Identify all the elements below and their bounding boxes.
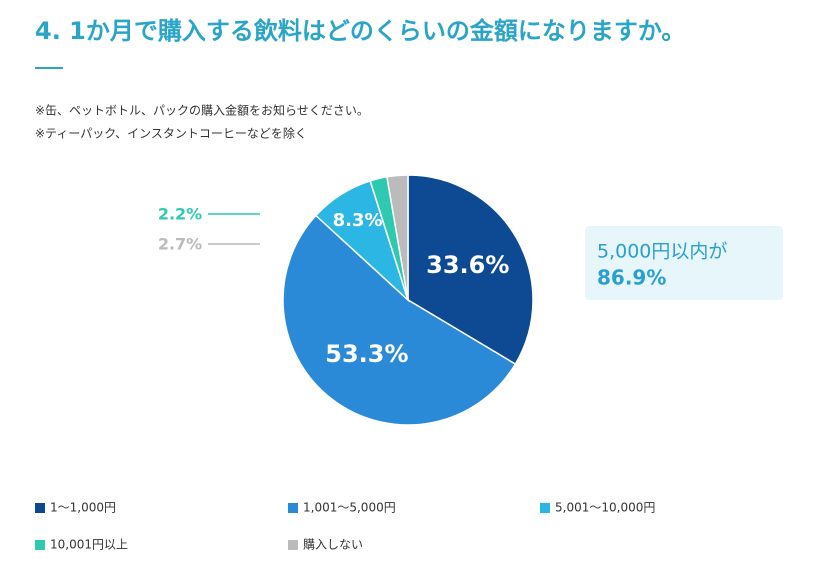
legend-label: 購入しない [303,538,363,552]
note: ※缶、ペットボトル、パックの購入金額をお知らせください。 [35,103,369,118]
legend-swatch [35,503,45,513]
legend-label: 10,001円以上 [50,538,128,552]
callout-value: 86.9% [597,266,666,290]
legend-swatch [35,540,45,550]
note: ※ティーパック、インスタントコーヒーなどを除く [35,126,307,141]
legend-swatch [540,503,550,513]
legend-swatch [288,540,298,550]
legend-label: 1～1,000円 [50,501,116,515]
pie-slice [282,214,517,426]
data-label: 33.6% [426,251,509,279]
legend-swatch [288,503,298,513]
callout-text: 5,000円以内が [597,241,727,263]
data-label: 53.3% [325,340,408,368]
data-label: 2.7% [158,235,202,254]
chart-title: 4. 1か月で購入する飲料はどのくらいの金額になりますか。 [35,17,685,45]
data-label: 8.3% [333,210,383,231]
legend-label: 5,001～10,000円 [555,501,655,515]
legend-label: 1,001～5,000円 [303,501,396,515]
callout-box [585,226,783,300]
pie-slice [407,174,534,366]
data-label: 2.2% [158,205,202,224]
pie-slice [386,174,409,301]
